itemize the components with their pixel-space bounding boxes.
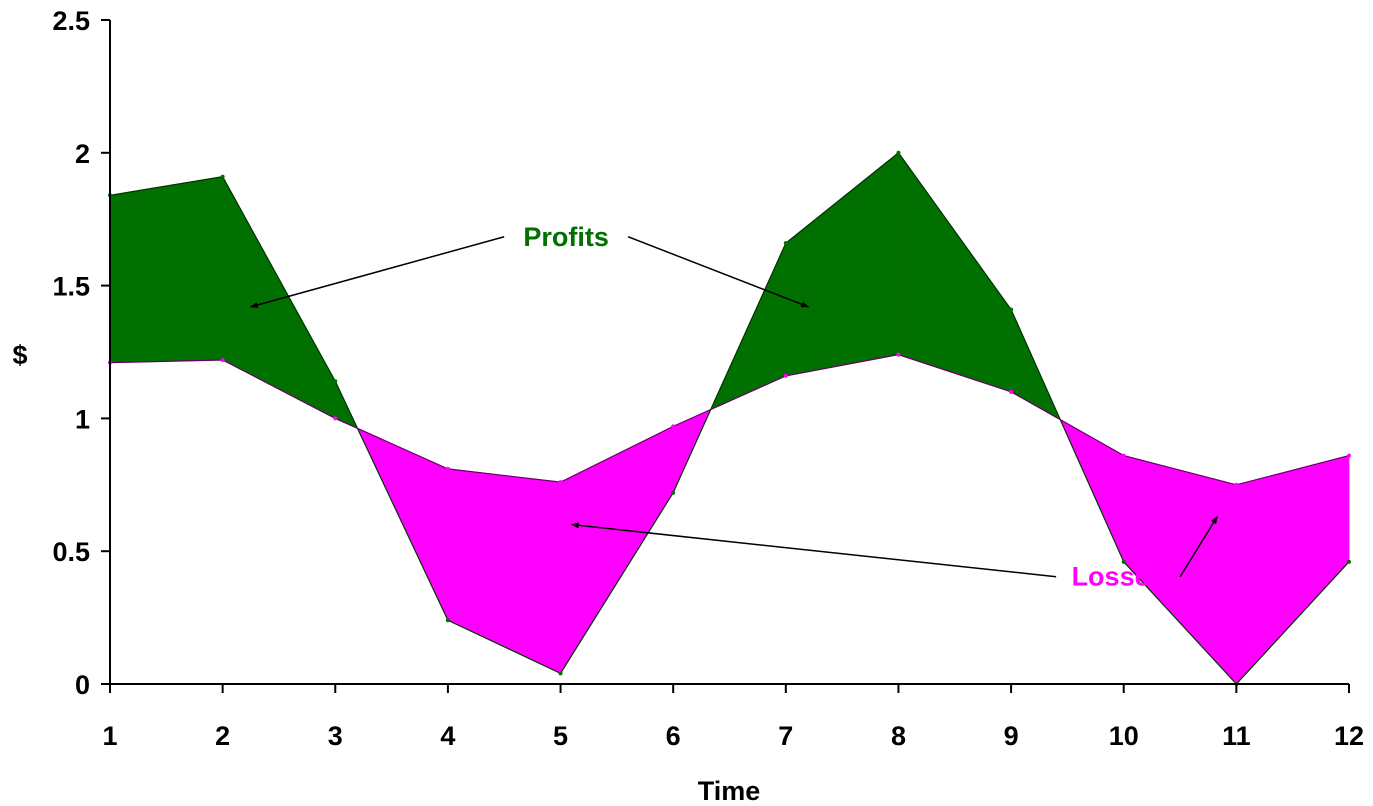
y-tick-label: 1 xyxy=(75,404,90,434)
x-ticks: 1 2 3 4 5 6 7 8 9 10 11 12 xyxy=(102,684,1364,751)
y-tick-label: 0.5 xyxy=(52,537,90,567)
x-tick-label: 2 xyxy=(215,721,230,751)
loss-area-4-0 xyxy=(560,425,674,675)
y-tick-label: 0 xyxy=(75,670,90,700)
x-tick-label: 4 xyxy=(440,721,455,751)
profit-area-7-0 xyxy=(898,151,1012,393)
x-tick-label: 9 xyxy=(1004,721,1019,751)
data-point-s2-2 xyxy=(220,357,225,362)
series-line-2 xyxy=(109,354,1350,486)
profit-area-1-0 xyxy=(222,176,336,420)
data-point-s1-3 xyxy=(333,379,338,384)
x-axis-label: Time xyxy=(698,776,761,806)
y-tick-label: 2 xyxy=(75,139,90,169)
x-tick-label: 8 xyxy=(891,721,906,751)
data-point-s2-9 xyxy=(1009,389,1014,394)
x-tick-label: 12 xyxy=(1334,721,1364,751)
data-point-s1-2 xyxy=(220,174,225,179)
axes xyxy=(109,20,1349,685)
data-point-s1-7 xyxy=(783,241,788,246)
annotation-arrow-1-1 xyxy=(249,236,505,308)
profit-area-0-0 xyxy=(109,176,224,364)
annotation-label-2: Losses xyxy=(1072,562,1165,592)
data-point-s1-9 xyxy=(1009,307,1014,312)
data-point-s2-7 xyxy=(783,373,788,378)
data-point-s1-12 xyxy=(1347,559,1351,564)
data-point-s2-8 xyxy=(896,352,901,357)
y-tick-label: 2.5 xyxy=(52,6,90,36)
loss-area-3-0 xyxy=(447,468,561,675)
x-tick-label: 10 xyxy=(1109,721,1139,751)
data-point-s1-5 xyxy=(558,671,563,676)
data-point-s2-12 xyxy=(1347,453,1351,458)
x-tick-label: 3 xyxy=(328,721,343,751)
data-point-s1-8 xyxy=(896,150,901,155)
annotations: Profits Losses xyxy=(249,222,1218,592)
data-point-s2-4 xyxy=(445,466,450,471)
x-tick-label: 1 xyxy=(102,721,117,751)
data-point-s1-10 xyxy=(1121,559,1126,564)
data-point-s2-3 xyxy=(333,416,338,421)
area-fills xyxy=(109,151,1350,686)
data-point-s2-5 xyxy=(558,480,563,485)
annotation-arrow-1-2 xyxy=(627,236,810,308)
series-line-1 xyxy=(109,151,1350,685)
profit-area-6-0 xyxy=(785,151,899,377)
x-tick-label: 6 xyxy=(666,721,681,751)
data-point-s1-6 xyxy=(671,490,676,495)
data-point-s2-6 xyxy=(671,424,676,429)
x-tick-label: 7 xyxy=(778,721,793,751)
annotation-arrow-2-2 xyxy=(1179,515,1218,578)
data-point-s2-10 xyxy=(1121,453,1126,458)
annotation-label-1: Profits xyxy=(523,222,609,252)
x-tick-label: 5 xyxy=(553,721,568,751)
series-lines xyxy=(108,150,1351,686)
loss-area-10-0 xyxy=(1235,455,1350,686)
data-point-s1-4 xyxy=(445,618,450,623)
y-ticks: 0 0.5 1 1.5 2 2.5 xyxy=(52,6,110,700)
y-axis-label: $ xyxy=(12,340,27,370)
data-point-s2-11 xyxy=(1234,482,1239,487)
x-tick-label: 11 xyxy=(1222,721,1251,751)
annotation-arrow-2-1 xyxy=(570,522,1057,578)
y-tick-label: 1.5 xyxy=(52,272,90,302)
